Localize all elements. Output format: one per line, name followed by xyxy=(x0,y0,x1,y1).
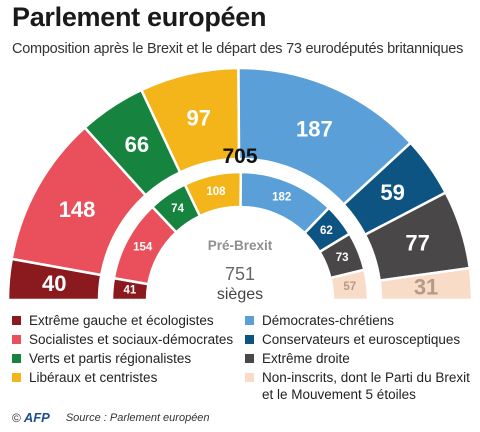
pre-brexit-total: 751 xyxy=(225,264,255,284)
legend-label: Conservateurs et eurosceptiques xyxy=(262,331,460,348)
source-note: Source : Parlement européen xyxy=(66,412,210,424)
legend-item: Conservateurs et eurosceptiques xyxy=(245,331,470,348)
legend-swatch xyxy=(245,316,254,325)
legend-label: Socialistes et sociaux-démocrates xyxy=(29,331,233,348)
legend-item: Extrême droite xyxy=(245,350,470,367)
legend-item: Libéraux et centristes xyxy=(12,369,233,386)
inner-seat-label-group-7: 57 xyxy=(343,281,356,293)
legend-label: Extrême gauche et écologistes xyxy=(29,312,214,329)
seats-unit-label: sièges xyxy=(217,286,263,303)
legend-item: Socialistes et sociaux-démocrates xyxy=(12,331,233,348)
legend-label: Démocrates-chrétiens xyxy=(262,312,394,329)
legend-left: Extrême gauche et écologistes Socialistes… xyxy=(12,312,233,388)
outer-seat-label-group-5: 59 xyxy=(380,180,404,205)
legend-label: Verts et partis régionalistes xyxy=(29,350,191,367)
outer-seat-label-group-7: 31 xyxy=(414,275,438,300)
pre-brexit-label: Pré-Brexit xyxy=(208,238,273,253)
footer: © AFP Source : Parlement européen xyxy=(12,410,210,425)
legend-swatch xyxy=(12,335,21,344)
inner-seat-label-group-4: 182 xyxy=(272,192,291,204)
legend-right: Démocrates-chrétiens Conservateurs et eur… xyxy=(245,312,470,405)
legend-swatch xyxy=(12,316,21,325)
legend-swatch xyxy=(245,373,254,382)
afp-logo: AFP xyxy=(24,410,50,425)
outer-seat-label-group-0: 40 xyxy=(42,271,66,296)
legend-label: Non-inscrits, dont le Parti du Brexit et… xyxy=(262,369,470,403)
inner-seat-label-group-2: 74 xyxy=(171,203,184,215)
legend-label: Libéraux et centristes xyxy=(29,369,157,386)
legend-swatch xyxy=(12,354,21,363)
legend-item: Non-inscrits, dont le Parti du Brexit et… xyxy=(245,369,470,403)
inner-seat-label-group-6: 73 xyxy=(336,252,349,264)
legend-label: Extrême droite xyxy=(262,350,350,367)
outer-seat-label-group-3: 97 xyxy=(187,106,211,131)
outer-seat-label-group-6: 77 xyxy=(405,231,429,256)
copyright-symbol: © xyxy=(12,411,21,425)
outer-seat-label-group-4: 187 xyxy=(296,116,333,141)
legend-item: Extrême gauche et écologistes xyxy=(12,312,233,329)
inner-seat-label-group-5: 62 xyxy=(320,225,333,237)
inner-seat-label-group-0: 41 xyxy=(124,285,137,297)
hemicycle-chart: 40 148 66 97 187 59 77 31 41 154 74 108 182 62 73 57 705… xyxy=(0,0,480,310)
inner-seat-label-group-3: 108 xyxy=(206,186,226,198)
legend-item: Verts et partis régionalistes xyxy=(12,350,233,367)
legend-swatch xyxy=(245,335,254,344)
legend-swatch xyxy=(245,354,254,363)
outer-seat-label-group-1: 148 xyxy=(59,197,96,222)
legend-item: Démocrates-chrétiens xyxy=(245,312,470,329)
inner-seat-label-group-1: 154 xyxy=(133,242,153,254)
total-seats-label: 705 xyxy=(222,145,257,168)
legend-swatch xyxy=(12,373,21,382)
outer-seat-label-group-2: 66 xyxy=(125,132,149,157)
